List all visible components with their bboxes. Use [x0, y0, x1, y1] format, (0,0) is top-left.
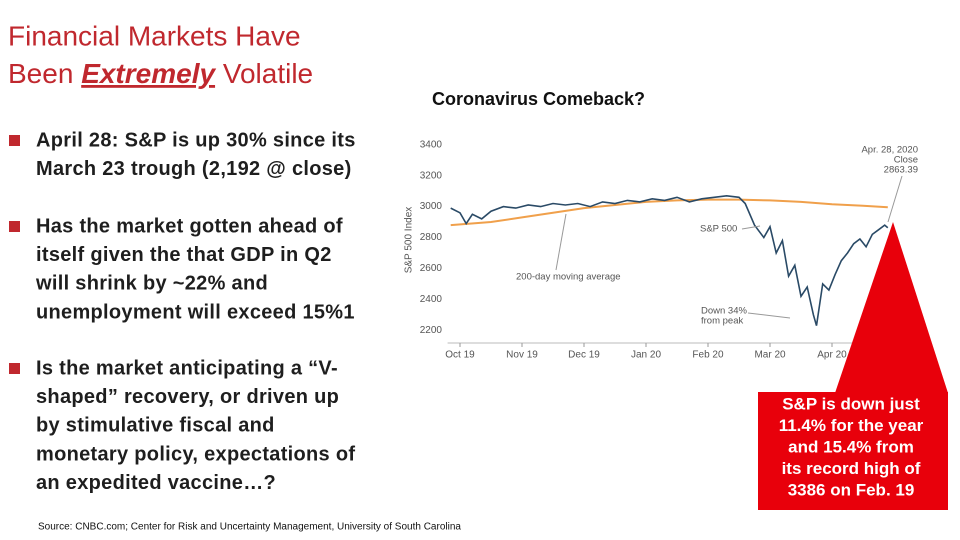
y-tick-label: 2600: [420, 263, 443, 274]
line-series: [450, 194, 889, 326]
x-tick-label: Mar 20: [754, 350, 786, 361]
callout-line: 3386 on Feb. 19: [788, 480, 915, 499]
annotation: 2863.39: [884, 165, 918, 176]
bullet-text: an expedited vaccine…?: [36, 472, 276, 494]
y-axis-label: S&P 500 Index: [404, 207, 415, 274]
title-part: Been: [8, 58, 73, 89]
leader-line: [747, 312, 791, 319]
y-tick-label: 3400: [420, 139, 443, 150]
bullet-list: April 28: S&P is up 30% since its March 2…: [9, 129, 356, 494]
bullet-text: April 28: S&P is up 30% since its: [36, 129, 356, 151]
callout-line: and 15.4% from: [788, 437, 914, 456]
x-tick-label: Apr 20: [817, 350, 847, 361]
y-tick-label: 2800: [420, 232, 443, 243]
bullet-text: will shrink by ~22% and: [35, 273, 268, 295]
bullet-text: shaped” recovery, or driven up: [36, 386, 339, 408]
bullet-marker: [9, 135, 20, 146]
callout-line: its record high of: [782, 459, 921, 478]
title-emphasis: Extremely: [81, 58, 216, 89]
y-tick-label: 3200: [420, 170, 443, 181]
line-series: [450, 198, 888, 227]
x-tick-label: Oct 19: [445, 350, 475, 361]
x-tick-label: Jan 20: [631, 350, 661, 361]
x-tick-label: Nov 19: [506, 350, 538, 361]
y-tick-label: 2400: [420, 294, 443, 305]
x-tick-label: Dec 19: [568, 350, 600, 361]
slide-title: Been Extremely Volatile: [8, 58, 313, 89]
callout-pointer: [835, 222, 948, 393]
annotation: from peak: [701, 316, 743, 327]
callout-box: [758, 392, 948, 510]
bullet-text: Is the market anticipating a “V-: [36, 357, 338, 379]
bullet-text: Has the market gotten ahead of: [36, 215, 343, 237]
chart: S&P 500 Index 2200 2400 2600 2800 3000 3200 340…: [404, 139, 918, 360]
bullet-text: unemployment will exceed 15%1: [36, 301, 355, 323]
annotation: Down 34%: [701, 306, 747, 317]
source-note: Source: CNBC.com; Center for Risk and Un…: [38, 522, 461, 533]
callout-line: 11.4% for the year: [779, 416, 924, 435]
leader-line: [887, 175, 903, 223]
bullet-marker: [9, 221, 20, 232]
bullet-text: by stimulative fiscal and: [36, 415, 275, 437]
series-label: S&P 500: [700, 224, 737, 235]
x-tick-label: Feb 20: [692, 350, 724, 361]
leader-line: [555, 213, 567, 271]
title-part: Volatile: [223, 58, 313, 89]
bullet-text: March 23 trough (2,192 @ close): [36, 158, 352, 180]
bullet-text: monetary policy, expectations of: [36, 443, 355, 465]
chart-title: Coronavirus Comeback?: [432, 89, 645, 109]
y-tick-label: 3000: [420, 201, 443, 212]
callout-line: S&P is down just: [782, 394, 920, 413]
series-label: 200-day moving average: [516, 272, 621, 283]
annotation: Apr. 28, 2020: [861, 145, 918, 156]
bullet-marker: [9, 363, 20, 374]
slide-title: Financial Markets Have: [8, 20, 301, 51]
annotation: Close: [894, 155, 918, 166]
bullet-text: itself given the that GDP in Q2: [36, 244, 332, 266]
leader-line: [741, 225, 761, 230]
y-tick-label: 2200: [420, 325, 443, 336]
callout-text: S&P is down just 11.4% for the year and 15…: [779, 394, 924, 499]
